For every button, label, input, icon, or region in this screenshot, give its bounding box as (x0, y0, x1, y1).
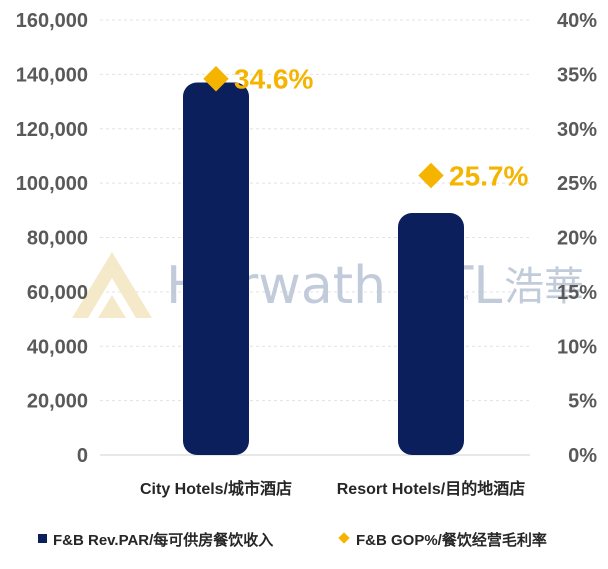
watermark-logo: Horwath HTL TM 浩華 (72, 252, 584, 318)
right-tick-label: 15% (557, 282, 597, 304)
left-tick-label: 140,000 (16, 64, 88, 86)
data-label: 25.7% (449, 161, 528, 192)
legend-bar-label: F&B Rev.PAR/每可供房餐饮收入 (53, 531, 273, 549)
left-tick-label: 160,000 (16, 10, 88, 32)
right-tick-label: 5% (568, 391, 597, 413)
legend-marker-swatch (338, 532, 350, 544)
data-label: 34.6% (234, 64, 313, 95)
right-tick-label: 20% (557, 228, 597, 250)
left-tick-label: 20,000 (27, 391, 88, 413)
right-tick-label: 10% (557, 336, 597, 358)
watermark-chinese: 浩華 (504, 264, 584, 310)
watermark-roof-inner-icon (98, 295, 126, 318)
bar-series (183, 82, 464, 455)
right-tick-label: 25% (557, 173, 597, 195)
right-axis: 0% 5% 10% 15% 20% 25% 30% 35% 40% (557, 10, 597, 467)
gridlines (100, 19, 530, 456)
left-tick-label: 40,000 (27, 336, 88, 358)
left-tick-label: 60,000 (27, 282, 88, 304)
watermark-roof-icon (72, 252, 152, 318)
left-axis: 0 20,000 40,000 60,000 80,000 100,000 120,000 1… (16, 10, 88, 467)
category-label: Resort Hotels/目的地酒店 (337, 479, 525, 498)
left-tick-label: 80,000 (27, 228, 88, 250)
left-tick-label: 0 (77, 445, 88, 467)
right-tick-label: 0% (568, 445, 597, 467)
right-tick-label: 30% (557, 119, 597, 141)
marker-series: 34.6% 25.7% (203, 64, 528, 192)
bar (398, 213, 464, 455)
category-axis: City Hotels/城市酒店 Resort Hotels/目的地酒店 (140, 479, 525, 498)
left-tick-label: 100,000 (16, 173, 88, 195)
marker-point (418, 162, 444, 189)
left-tick-label: 120,000 (16, 119, 88, 141)
category-label: City Hotels/城市酒店 (140, 479, 292, 498)
right-tick-label: 40% (557, 10, 597, 32)
right-tick-label: 35% (557, 64, 597, 86)
bar (183, 82, 249, 455)
legend-marker-label: F&B GOP%/餐饮经营毛利率 (356, 531, 547, 549)
legend-bar-swatch (38, 534, 47, 543)
legend: F&B Rev.PAR/每可供房餐饮收入 F&B GOP%/餐饮经营毛利率 (38, 531, 547, 549)
